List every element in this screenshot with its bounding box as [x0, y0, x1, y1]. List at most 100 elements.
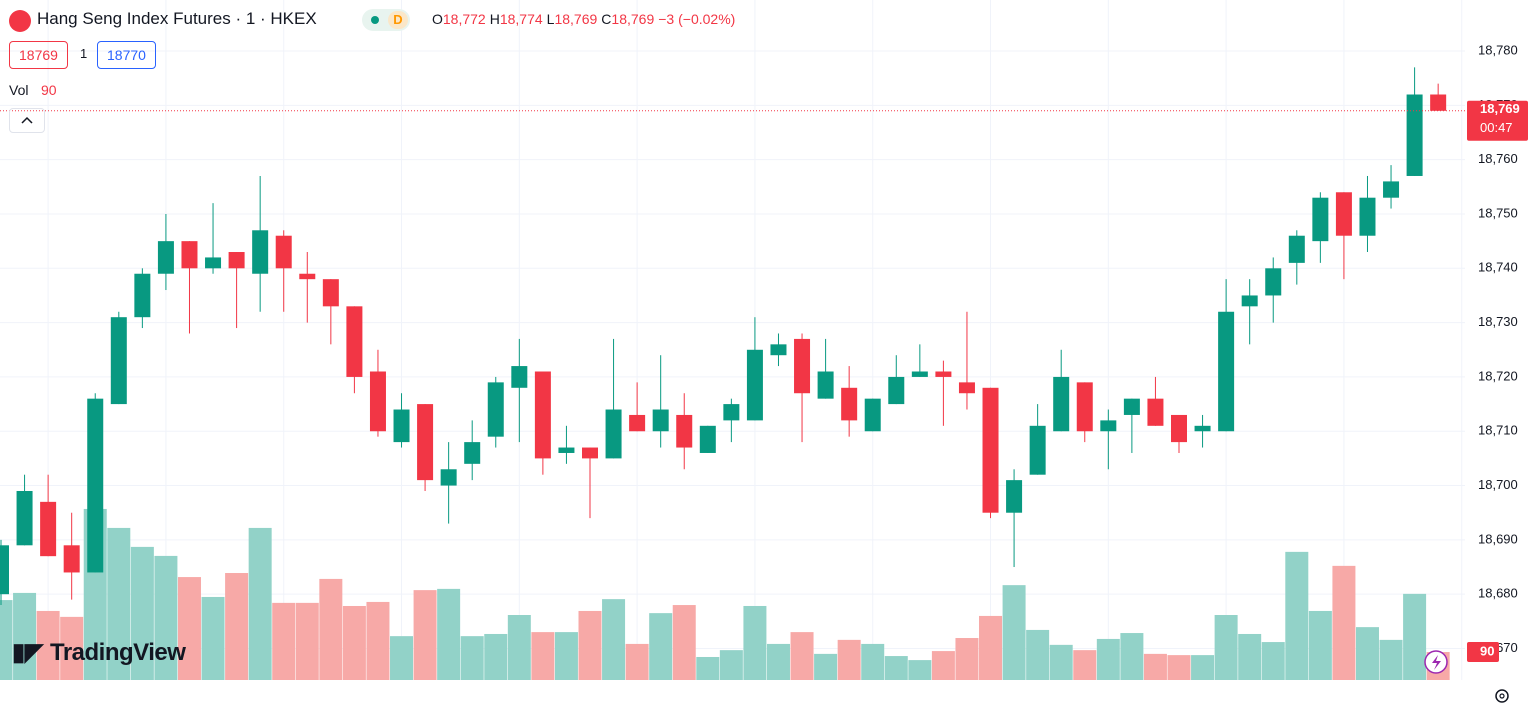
symbol-title[interactable]: Hang Seng Index Futures · 1 · HKEX — [37, 9, 317, 28]
volume-bar — [13, 592, 37, 680]
candle-body — [346, 306, 363, 377]
y-tick-label: 18,750 — [1478, 205, 1518, 220]
x-tick-label: 05:50 — [974, 687, 1007, 702]
volume-tag-label: 90 — [1480, 643, 1494, 658]
delay-badge: D — [388, 11, 408, 29]
candle-body — [87, 398, 104, 573]
candle-body — [181, 241, 198, 269]
candle-body — [958, 382, 975, 394]
alert-bolt — [1432, 655, 1441, 670]
volume-bar — [36, 610, 60, 680]
volume-pane — [0, 508, 1450, 680]
ohlc-key: O — [432, 11, 443, 27]
y-tick-label: 18,680 — [1478, 586, 1518, 601]
candle-body — [982, 387, 999, 513]
volume-bar — [248, 527, 272, 680]
volume-bar — [1238, 633, 1262, 680]
candle-body — [582, 447, 598, 459]
volume-bar — [743, 605, 767, 680]
volume-bar — [225, 573, 249, 680]
candle-body — [252, 230, 269, 274]
volume-bar — [1120, 633, 1144, 680]
settings-icon-center — [1499, 693, 1505, 699]
candle-body — [157, 241, 174, 274]
y-tick-label: 18,740 — [1478, 260, 1518, 275]
volume-bar — [1355, 627, 1379, 680]
volume-bar — [861, 643, 885, 680]
volume-bar — [1143, 653, 1167, 680]
volume-bar — [154, 555, 178, 680]
volume-bar — [1214, 615, 1238, 680]
volume-bar — [460, 636, 484, 680]
candle-body — [275, 235, 292, 269]
candle-body — [841, 387, 858, 421]
volume-bar — [719, 650, 743, 680]
volume-bar — [554, 632, 578, 680]
volume-bar — [931, 651, 955, 680]
candle-body — [369, 371, 386, 432]
candle-body — [888, 376, 905, 405]
candle-pane — [0, 67, 1447, 606]
volume-bar — [696, 656, 720, 680]
candle-body — [534, 371, 551, 459]
bid-button[interactable]: 18769 — [9, 41, 68, 69]
volume-bar — [1379, 639, 1403, 680]
volume-bar — [60, 616, 84, 680]
volume-bar — [649, 613, 673, 680]
volume-bar — [1073, 650, 1097, 680]
ohlc-key: C — [601, 11, 612, 27]
candle-body — [322, 279, 339, 307]
status-badge[interactable]: D — [362, 9, 410, 31]
last-price-tag — [1467, 100, 1528, 141]
candle-body — [629, 414, 646, 432]
ohlc-key: H — [489, 11, 500, 27]
candle-body — [1241, 295, 1258, 307]
candle-body — [911, 371, 928, 377]
candle-body — [205, 257, 222, 269]
volume-bar — [484, 633, 508, 680]
volume-bar — [955, 638, 979, 680]
candle-body — [134, 273, 151, 318]
x-tick-label: 05:30 — [503, 687, 536, 702]
logo[interactable]: ▮◤ TradingView — [12, 638, 186, 667]
volume-bar — [390, 636, 414, 680]
ask-button[interactable]: 18770 — [97, 41, 156, 69]
candle-body — [723, 404, 740, 421]
volume-bar — [814, 653, 838, 680]
y-tick-label: 18,730 — [1478, 314, 1518, 329]
candle-body — [1147, 398, 1164, 426]
volume-bar — [1285, 551, 1309, 680]
symbol-logo[interactable] — [9, 10, 31, 32]
y-tick-label: 18,760 — [1478, 151, 1518, 166]
volume-bar — [437, 588, 461, 680]
volume-bar — [130, 546, 154, 680]
volume-bar — [908, 660, 932, 680]
candle-body — [440, 469, 457, 486]
volume-bar — [1026, 629, 1050, 680]
ohlc-value: 18,769 — [611, 11, 655, 27]
volume-bar — [1049, 644, 1073, 680]
settings-icon[interactable] — [1495, 689, 1509, 703]
collapse-button[interactable] — [9, 108, 45, 133]
y-tick-label: 18,690 — [1478, 531, 1518, 546]
volume-bar — [1332, 565, 1356, 680]
y-tick-label: 18,780 — [1478, 42, 1518, 57]
candle-body — [299, 273, 316, 280]
candle-body — [1312, 197, 1329, 242]
candle-body — [393, 409, 410, 443]
volume-bar — [1167, 655, 1191, 680]
candle-body — [1359, 197, 1376, 236]
candle-body — [817, 371, 834, 399]
volume-bar — [1403, 593, 1427, 680]
y-tick-label: 18,720 — [1478, 368, 1518, 383]
ohlc-key: L — [546, 11, 555, 27]
volume-bar — [837, 639, 861, 680]
ohlc-value: 18,769 — [554, 11, 598, 27]
volume-bar — [979, 615, 1003, 680]
candle-body — [511, 366, 528, 388]
x-tick-label: 06:00 — [1209, 687, 1242, 702]
candle-body — [770, 344, 787, 356]
x-tick-label: 06:10 — [1445, 687, 1478, 702]
volume-bar — [766, 643, 790, 680]
candle-body — [1123, 398, 1140, 415]
